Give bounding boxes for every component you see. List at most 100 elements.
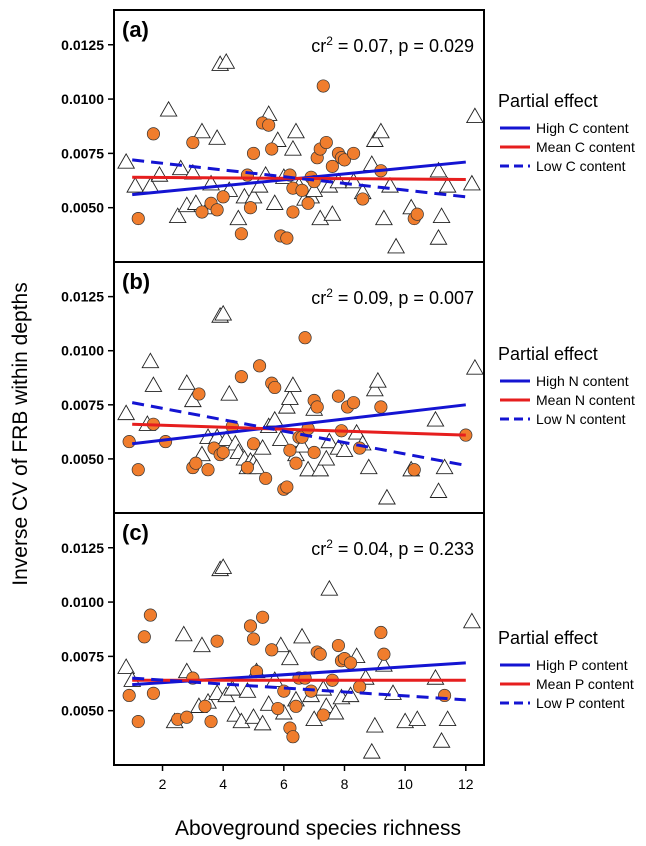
circle-point [337, 153, 352, 167]
triangle-point [432, 207, 451, 223]
triangle-point [214, 558, 233, 574]
triangle-point [253, 714, 272, 731]
triangle-point [374, 209, 393, 226]
panels: 0.0050 0.0075 0.0100 0.0125 (a) cr2 = 0.07, p… [61, 9, 635, 792]
panel-frame [113, 512, 485, 766]
partial-effect-line-high [132, 403, 466, 446]
x-tick-label: 2 [159, 776, 167, 792]
triangle-point [462, 174, 481, 191]
legend-label: Low P content [536, 695, 625, 711]
x-axis-title: Aboveground species richness [175, 817, 461, 840]
circle-point [319, 135, 333, 150]
triangle-point [323, 205, 342, 221]
triangle-point [141, 352, 160, 369]
y-tick-label: 0.0100 [61, 594, 104, 610]
circle-point [243, 619, 258, 633]
triangle-point [174, 625, 193, 642]
triangle-point [238, 682, 257, 698]
triangle-point [429, 161, 448, 178]
circle-point [234, 370, 248, 384]
circle-point [131, 463, 145, 477]
triangle-point [326, 703, 345, 720]
circle-point [204, 715, 218, 729]
triangle-point [126, 176, 145, 193]
circle-point [189, 456, 203, 470]
legend-title: Partial effect [498, 91, 598, 111]
triangle-point [265, 194, 284, 210]
legend-label: Low C content [536, 158, 626, 174]
circle-point [146, 686, 160, 700]
circle-point [374, 400, 388, 414]
triangle-point [365, 716, 384, 733]
triangle-point [286, 122, 305, 139]
circle-point [407, 463, 421, 477]
x-tick-label: 6 [280, 776, 288, 792]
partial-effect-line-mean [132, 422, 466, 437]
circle-point [280, 480, 294, 494]
circle-point [253, 359, 267, 373]
triangle-point [371, 122, 390, 139]
triangle-point [150, 165, 169, 182]
panel-2: 0.0050 0.0075 0.0100 0.0125 (b) cr2 = 0.09, p… [61, 261, 635, 514]
triangle-point [177, 374, 196, 390]
x-tick-label: 4 [219, 776, 227, 792]
circle-point [353, 441, 367, 455]
circle-point [316, 708, 330, 722]
circle-point [374, 625, 388, 640]
triangle-point [299, 460, 318, 477]
triangle-point [283, 376, 302, 392]
triangle-point [283, 139, 302, 156]
triangle-point [192, 122, 211, 139]
triangle-point [280, 649, 299, 666]
triangle-point [271, 430, 290, 447]
triangle-point [341, 686, 360, 703]
y-tick-label: 0.0075 [61, 145, 104, 161]
circle-point [377, 647, 391, 661]
panel-label: (c) [122, 520, 149, 545]
triangle-point [465, 107, 484, 124]
circle-point [295, 183, 309, 197]
legend-label: Mean P content [536, 676, 634, 692]
panel-1: 0.0050 0.0075 0.0100 0.0125 (a) cr2 = 0.07, p… [61, 9, 635, 263]
triangle-point [408, 710, 427, 726]
triangle-point [438, 176, 457, 193]
triangle-point [429, 482, 448, 498]
triangle-point [362, 742, 381, 759]
triangle-point [192, 636, 211, 653]
y-tick-label: 0.0075 [61, 648, 104, 664]
stat-annotation: cr2 = 0.07, p = 0.029 [311, 34, 474, 56]
y-axis-title: Inverse CV of FRB within depths [9, 282, 32, 585]
triangle-point [368, 371, 387, 388]
legend-label: Mean C content [536, 139, 635, 155]
circle-point [286, 205, 300, 219]
circle-point [216, 445, 230, 459]
y-tick-label: 0.0125 [61, 540, 104, 556]
legend-title: Partial effect [498, 344, 598, 364]
circle-point [307, 445, 321, 459]
legend-title: Partial effect [498, 628, 598, 648]
circle-point [246, 437, 261, 451]
y-tick-label: 0.0100 [61, 91, 104, 107]
triangle-point [144, 376, 163, 392]
x-tick-label: 10 [397, 776, 413, 792]
circle-point [210, 203, 224, 217]
legend-label: Low N content [536, 411, 626, 427]
triangle-point [396, 712, 415, 729]
triangle-point [232, 712, 251, 729]
circle-point [331, 389, 345, 403]
triangle-point [462, 612, 481, 629]
legend: Partial effect High C content Mean C conte… [498, 91, 635, 174]
triangle-point [387, 237, 406, 254]
triangle-point [384, 684, 402, 700]
legend-label: High C content [536, 120, 629, 136]
circle-point [310, 400, 324, 414]
triangle-point [117, 404, 136, 421]
circle-point [289, 699, 303, 713]
circle-point [316, 79, 330, 93]
y-tick-label: 0.0125 [61, 289, 104, 305]
panel-3: 0.0050 0.0075 0.0100 0.0125 2 4 6 8 10 12 (c) cr2 =… [61, 512, 634, 792]
triangle-point [305, 181, 324, 197]
legend-label: High N content [536, 373, 629, 389]
triangle-point [277, 397, 296, 414]
